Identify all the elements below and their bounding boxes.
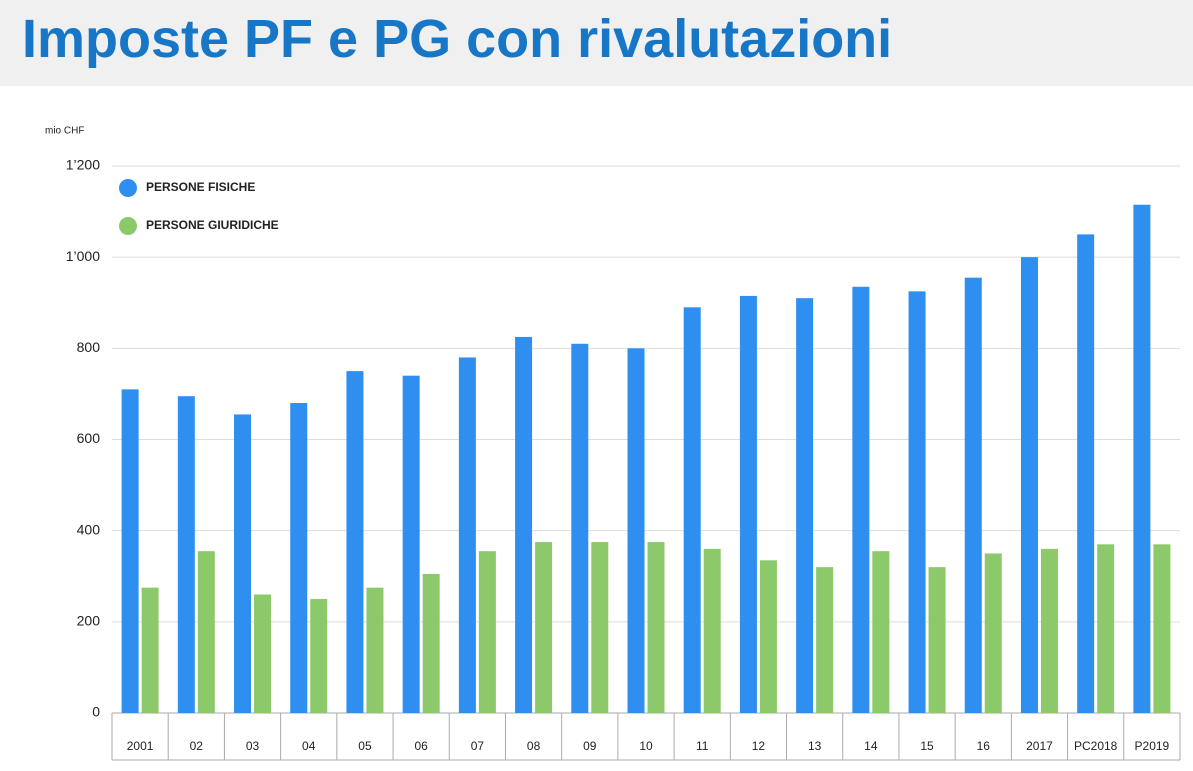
y-tick-label: 1’000 <box>66 248 100 264</box>
bar <box>571 343 589 713</box>
legend-label: PERSONE FISICHE <box>146 180 255 194</box>
bar <box>478 551 496 713</box>
bar <box>402 375 420 713</box>
legend-swatch <box>119 217 137 235</box>
y-unit: mio CHF <box>45 126 84 137</box>
title-banner <box>0 0 1193 86</box>
bar <box>627 348 645 713</box>
bar <box>928 567 946 713</box>
x-tick-label: 11 <box>696 739 709 753</box>
bar <box>197 551 215 713</box>
x-tick-label: 14 <box>864 739 878 753</box>
x-tick-label: 2017 <box>1026 739 1053 753</box>
x-tick-label: 13 <box>808 739 822 753</box>
bar <box>984 553 1002 713</box>
bar <box>739 295 757 713</box>
x-tick-label: 12 <box>752 739 766 753</box>
legend-label: PERSONE GIURIDICHE <box>146 218 279 232</box>
y-tick-label: 800 <box>77 339 101 355</box>
bar <box>1133 204 1151 713</box>
bar <box>515 336 533 713</box>
bar <box>1077 234 1095 713</box>
bar <box>234 414 252 713</box>
x-tick-label: 04 <box>302 739 316 753</box>
y-tick-label: 400 <box>77 521 101 537</box>
legend-swatch <box>119 179 137 197</box>
y-tick-label: 200 <box>77 613 101 629</box>
x-tick-label: 05 <box>358 739 372 753</box>
x-tick-label: 06 <box>414 739 428 753</box>
bar <box>591 542 609 713</box>
x-tick-label: 02 <box>190 739 204 753</box>
chart-title: Imposte PF e PG con rivalutazioni <box>22 9 893 69</box>
bar <box>1020 257 1038 713</box>
x-tick-label: 09 <box>583 739 597 753</box>
bar <box>535 542 553 713</box>
bar <box>852 286 870 713</box>
bar <box>310 599 328 713</box>
x-tick-label: 15 <box>920 739 934 753</box>
bar <box>1153 544 1171 713</box>
bar <box>422 573 440 713</box>
bar <box>290 403 308 713</box>
bar <box>759 560 777 713</box>
bar <box>1040 548 1058 713</box>
x-tick-label: 16 <box>977 739 991 753</box>
x-tick-label: PC2018 <box>1074 739 1118 753</box>
bar <box>796 298 814 713</box>
x-tick-label: 2001 <box>127 739 154 753</box>
bar <box>121 389 139 713</box>
x-tick-label: 10 <box>639 739 653 753</box>
bar <box>908 291 926 713</box>
x-tick-label: P2019 <box>1135 739 1170 753</box>
y-tick-label: 0 <box>92 704 100 720</box>
bar <box>647 542 665 713</box>
bar <box>254 594 272 713</box>
bar <box>683 307 701 713</box>
bar <box>177 396 195 713</box>
y-tick-label: 600 <box>77 430 101 446</box>
bar <box>458 357 476 713</box>
x-tick-label: 07 <box>471 739 485 753</box>
bar <box>816 567 834 713</box>
x-tick-label: 08 <box>527 739 541 753</box>
bar <box>141 587 159 713</box>
bar <box>1097 544 1115 713</box>
x-tick-label: 03 <box>246 739 260 753</box>
bar <box>872 551 890 713</box>
y-tick-label: 1’200 <box>66 157 100 173</box>
bar <box>346 371 364 713</box>
bar <box>964 277 982 713</box>
bar <box>703 548 721 713</box>
bar <box>366 587 384 713</box>
